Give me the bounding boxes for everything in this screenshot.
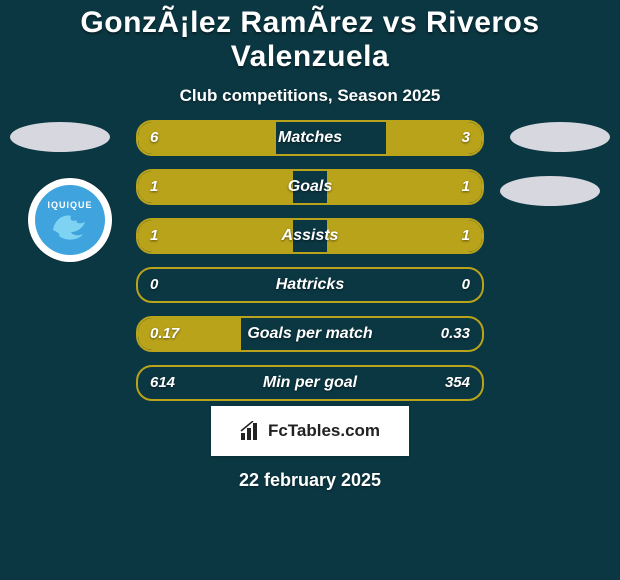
page-subtitle: Club competitions, Season 2025	[0, 86, 620, 106]
stat-label: Assists	[138, 220, 482, 252]
stat-label: Min per goal	[138, 367, 482, 399]
stat-value-right: 3	[462, 122, 470, 154]
stat-value-right: 354	[445, 367, 470, 399]
stat-row-min-per-goal: 614Min per goal354	[136, 365, 484, 401]
club-badge: IQUIQUE	[28, 178, 112, 262]
stat-row-assists: 1Assists1	[136, 218, 484, 254]
fctables-badge[interactable]: FcTables.com	[211, 406, 409, 456]
stat-value-right: 0	[462, 269, 470, 301]
club-badge-inner: IQUIQUE	[35, 185, 105, 255]
stat-row-goals: 1Goals1	[136, 169, 484, 205]
bars-icon	[240, 421, 262, 441]
stat-label: Matches	[138, 122, 482, 154]
stat-row-goals-per-match: 0.17Goals per match0.33	[136, 316, 484, 352]
dragon-icon	[49, 210, 91, 244]
stats-panel: 6Matches31Goals11Assists10Hattricks00.17…	[136, 120, 484, 414]
date-label: 22 february 2025	[0, 470, 620, 491]
stat-value-right: 0.33	[441, 318, 470, 350]
stat-value-right: 1	[462, 171, 470, 203]
player-left-oval	[10, 122, 110, 152]
stat-value-right: 1	[462, 220, 470, 252]
footer-area: FcTables.com 22 february 2025	[0, 398, 620, 491]
stat-row-hattricks: 0Hattricks0	[136, 267, 484, 303]
player-right-oval-2	[500, 176, 600, 206]
stat-label: Goals per match	[138, 318, 482, 350]
page-root: GonzÃ¡lez RamÃ­rez vs Riveros Valenzuela…	[0, 0, 620, 580]
player-right-oval	[510, 122, 610, 152]
stat-label: Hattricks	[138, 269, 482, 301]
stat-row-matches: 6Matches3	[136, 120, 484, 156]
page-title: GonzÃ¡lez RamÃ­rez vs Riveros Valenzuela	[0, 0, 620, 74]
stat-label: Goals	[138, 171, 482, 203]
fctables-label: FcTables.com	[268, 421, 380, 441]
club-name: IQUIQUE	[47, 200, 92, 210]
